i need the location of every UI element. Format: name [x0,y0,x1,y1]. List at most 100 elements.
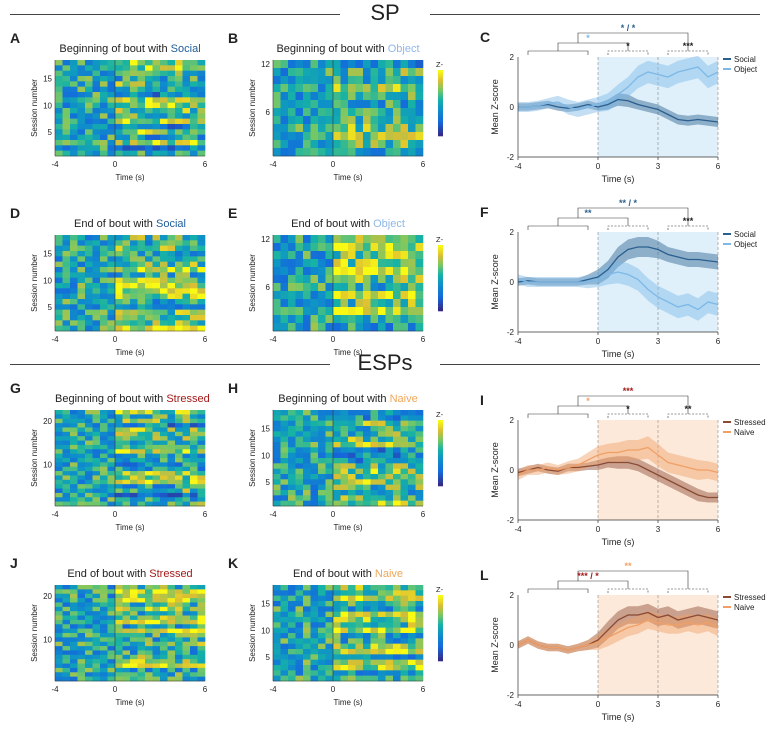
heatmap-cell [70,304,78,310]
heatmap-cell [393,627,401,634]
heatmap-cell [325,140,334,149]
heatmap-cell [137,654,146,660]
heatmap-cell [130,466,138,472]
heatmap-cell [378,436,386,443]
heatmap-cell [400,108,409,117]
heatmap-cell [370,243,379,252]
heatmap-cell [363,76,371,85]
heatmap-cell [167,585,176,590]
heatmap-cell [197,309,206,316]
heatmap-cell [333,458,341,464]
x-tick-label: 3 [656,525,661,534]
heatmap-cell [167,97,176,103]
heatmap-cell [310,484,319,491]
heatmap-cell [167,309,176,316]
heatmap-cell [85,672,93,677]
heatmap-cell [55,410,63,415]
colorbar-segment [438,652,443,655]
heatmap-cell [137,484,146,489]
heatmap-cell [100,440,108,446]
heatmap-cell [145,423,153,428]
heatmap-cell [167,102,176,109]
heatmap-cell [107,676,116,682]
heatmap-cell [415,452,424,459]
heatmap-cell [70,611,78,616]
heatmap-cell [333,474,341,480]
heatmap-cell [130,646,138,651]
heatmap-cell [100,453,108,459]
heatmap-cell [70,646,78,651]
heatmap-cell [107,315,116,321]
heatmap-cell [378,606,386,612]
heatmap-cell [325,447,334,453]
colorbar-segment [438,306,443,310]
colorbar-segment [438,264,443,268]
heatmap-cell [325,426,334,432]
heatmap-cell [107,325,116,332]
heatmap-cell [77,277,86,284]
heatmap-cell [175,97,183,103]
heatmap-cell [325,659,334,666]
colorbar-segment [438,647,443,651]
colorbar-segment [438,461,443,465]
heatmap-cell [273,611,281,618]
heatmap-cell [92,60,101,66]
heatmap-cell [355,140,364,149]
colorbar-segment [438,439,443,443]
heatmap-cell [130,108,138,114]
heatmap-cell [145,102,153,109]
heatmap-cell [92,118,101,125]
heatmap-cell [363,606,371,612]
heatmap-cell [115,414,123,420]
heatmap-cell [137,60,146,66]
heatmap-cell [182,497,191,502]
heatmap-cell [152,60,161,66]
heatmap-cell [393,243,401,252]
colorbar-segment [438,133,443,137]
heatmap-cell [197,492,206,498]
heatmap-cell [115,624,123,629]
x-axis-label: Time (s) [602,349,635,359]
heatmap-cell [145,256,153,262]
heatmap-cell [273,415,281,421]
heatmap-cell [70,65,78,71]
colorbar-segment [438,422,443,425]
heatmap-cell [190,444,198,450]
heatmap-cell [333,108,341,117]
heatmap-cell [348,275,356,284]
heatmap-cell [145,624,153,629]
heatmap-cell [130,585,138,590]
heatmap-cell [77,97,86,103]
heatmap-cell [92,240,101,246]
heatmap-cell [310,458,319,464]
heatmap-cell [385,643,394,650]
heatmap-cell [175,277,183,284]
colorbar-segment [438,483,443,487]
heatmap-cell [400,132,409,141]
heatmap-cell [145,288,153,294]
heatmap-cell [197,92,206,98]
heatmap-cell [85,475,93,481]
heatmap-cell [355,124,364,133]
heatmap-cell [385,500,394,507]
x-tick-label: 0 [596,337,601,346]
heatmap-cell [280,606,289,612]
heatmap-cell [363,490,371,496]
heatmap-cell [70,124,78,130]
colorbar-segment [438,455,443,458]
heatmap-cell [70,475,78,481]
heatmap-cell [100,633,108,638]
x-axis-label: Time (s) [333,523,362,532]
heatmap-cell [288,590,296,596]
heatmap-cell [115,484,123,489]
heatmap-cell [70,320,78,326]
heatmap-cell [393,484,401,491]
heatmap-cell [370,633,379,639]
significance-bracket [577,32,689,51]
heatmap-cell [167,484,176,489]
heatmap-cell [363,442,371,448]
heatmap-cell [167,124,176,130]
heatmap-cell [288,601,296,607]
heatmap-cell [85,86,93,93]
heatmap-cell [122,76,131,82]
